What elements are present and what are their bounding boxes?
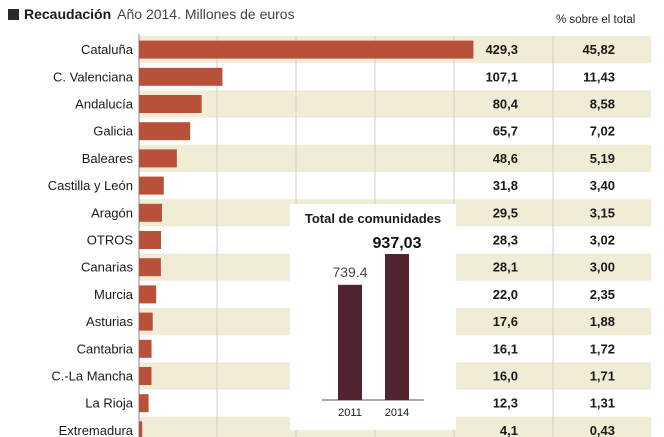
value-label: 28,1 <box>493 260 518 275</box>
bar <box>139 203 162 222</box>
inset-bar <box>385 254 409 400</box>
bar <box>139 339 152 358</box>
category-label: Canarias <box>81 260 134 275</box>
inset-title: Total de comunidades <box>305 211 441 226</box>
bar <box>139 394 149 413</box>
category-label: C.-La Mancha <box>51 369 133 384</box>
category-label: Castilla y León <box>48 178 133 193</box>
value-label: 16,0 <box>493 369 518 384</box>
value-label: 48,6 <box>493 151 518 166</box>
inset-total-box: Total de comunidades 2011 739.4 2014 937,03 <box>290 204 456 430</box>
bar <box>139 95 202 113</box>
percent-label: 3,15 <box>590 205 615 220</box>
bar <box>139 149 177 168</box>
inset-value-label: 937,03 <box>373 235 422 252</box>
inset-bar-chart: Total de comunidades 2011 739.4 2014 937,03 <box>305 211 441 419</box>
value-label: 12,3 <box>493 396 518 411</box>
category-label: Extremadura <box>59 423 134 437</box>
chart-title: Recaudación <box>24 6 112 22</box>
value-label: 17,6 <box>493 314 518 329</box>
category-label: Andalucía <box>75 97 134 112</box>
bar <box>139 67 223 86</box>
row-stripe <box>139 90 651 118</box>
value-label: 107,1 <box>485 69 518 84</box>
category-label: Galicia <box>93 124 134 139</box>
bar <box>139 231 162 249</box>
bar <box>139 312 153 331</box>
percent-label: 5,19 <box>590 151 615 166</box>
bar <box>139 40 474 59</box>
percent-label: 1,72 <box>590 341 615 356</box>
row-stripe <box>139 144 651 172</box>
value-label: 22,0 <box>493 287 518 302</box>
bar <box>139 421 143 437</box>
inset-value-label: 739.4 <box>332 264 367 280</box>
value-label: 31,8 <box>493 178 518 193</box>
chart-subtitle: Año 2014. Millones de euros <box>117 6 295 22</box>
chart-header: Recaudación Año 2014. Millones de euros <box>8 6 295 26</box>
value-label: 16,1 <box>493 341 518 356</box>
percent-column-header: % sobre el total <box>556 14 636 26</box>
header-square-icon <box>8 9 19 20</box>
percent-label: 1,71 <box>590 369 615 384</box>
category-label: Baleares <box>82 151 134 166</box>
percent-label: 2,35 <box>590 287 615 302</box>
percent-label: 45,82 <box>582 42 615 57</box>
percent-label: 3,40 <box>590 178 615 193</box>
inset-bar <box>338 284 362 400</box>
category-label: C. Valenciana <box>53 69 134 84</box>
percent-label: 1,88 <box>590 314 615 329</box>
category-label: Cataluña <box>81 42 134 57</box>
percent-label: 3,02 <box>590 233 615 248</box>
category-label: La Rioja <box>85 396 133 411</box>
value-label: 80,4 <box>493 97 519 112</box>
bar <box>139 367 152 385</box>
value-label: 429,3 <box>485 42 518 57</box>
percent-label: 3,00 <box>590 260 615 275</box>
bar <box>139 258 161 277</box>
percent-label: 11,43 <box>583 69 615 84</box>
percent-label: 1,31 <box>590 396 615 411</box>
category-label: Murcia <box>94 287 134 302</box>
percent-label: 0,43 <box>590 423 615 437</box>
category-label: Aragón <box>91 205 133 220</box>
bar <box>139 285 157 304</box>
inset-category-label: 2011 <box>338 407 362 419</box>
percent-label: 8,58 <box>590 97 615 112</box>
bar <box>139 122 191 141</box>
value-label: 28,3 <box>493 233 518 248</box>
inset-category-label: 2014 <box>385 407 409 419</box>
value-label: 65,7 <box>493 124 518 139</box>
category-label: Cantabria <box>77 341 134 356</box>
percent-label: 7,02 <box>590 124 615 139</box>
value-label: 29,5 <box>493 205 518 220</box>
bar <box>139 176 164 195</box>
value-label: 4,1 <box>500 423 518 437</box>
category-label: Asturias <box>86 314 133 329</box>
category-label: OTROS <box>87 233 134 248</box>
